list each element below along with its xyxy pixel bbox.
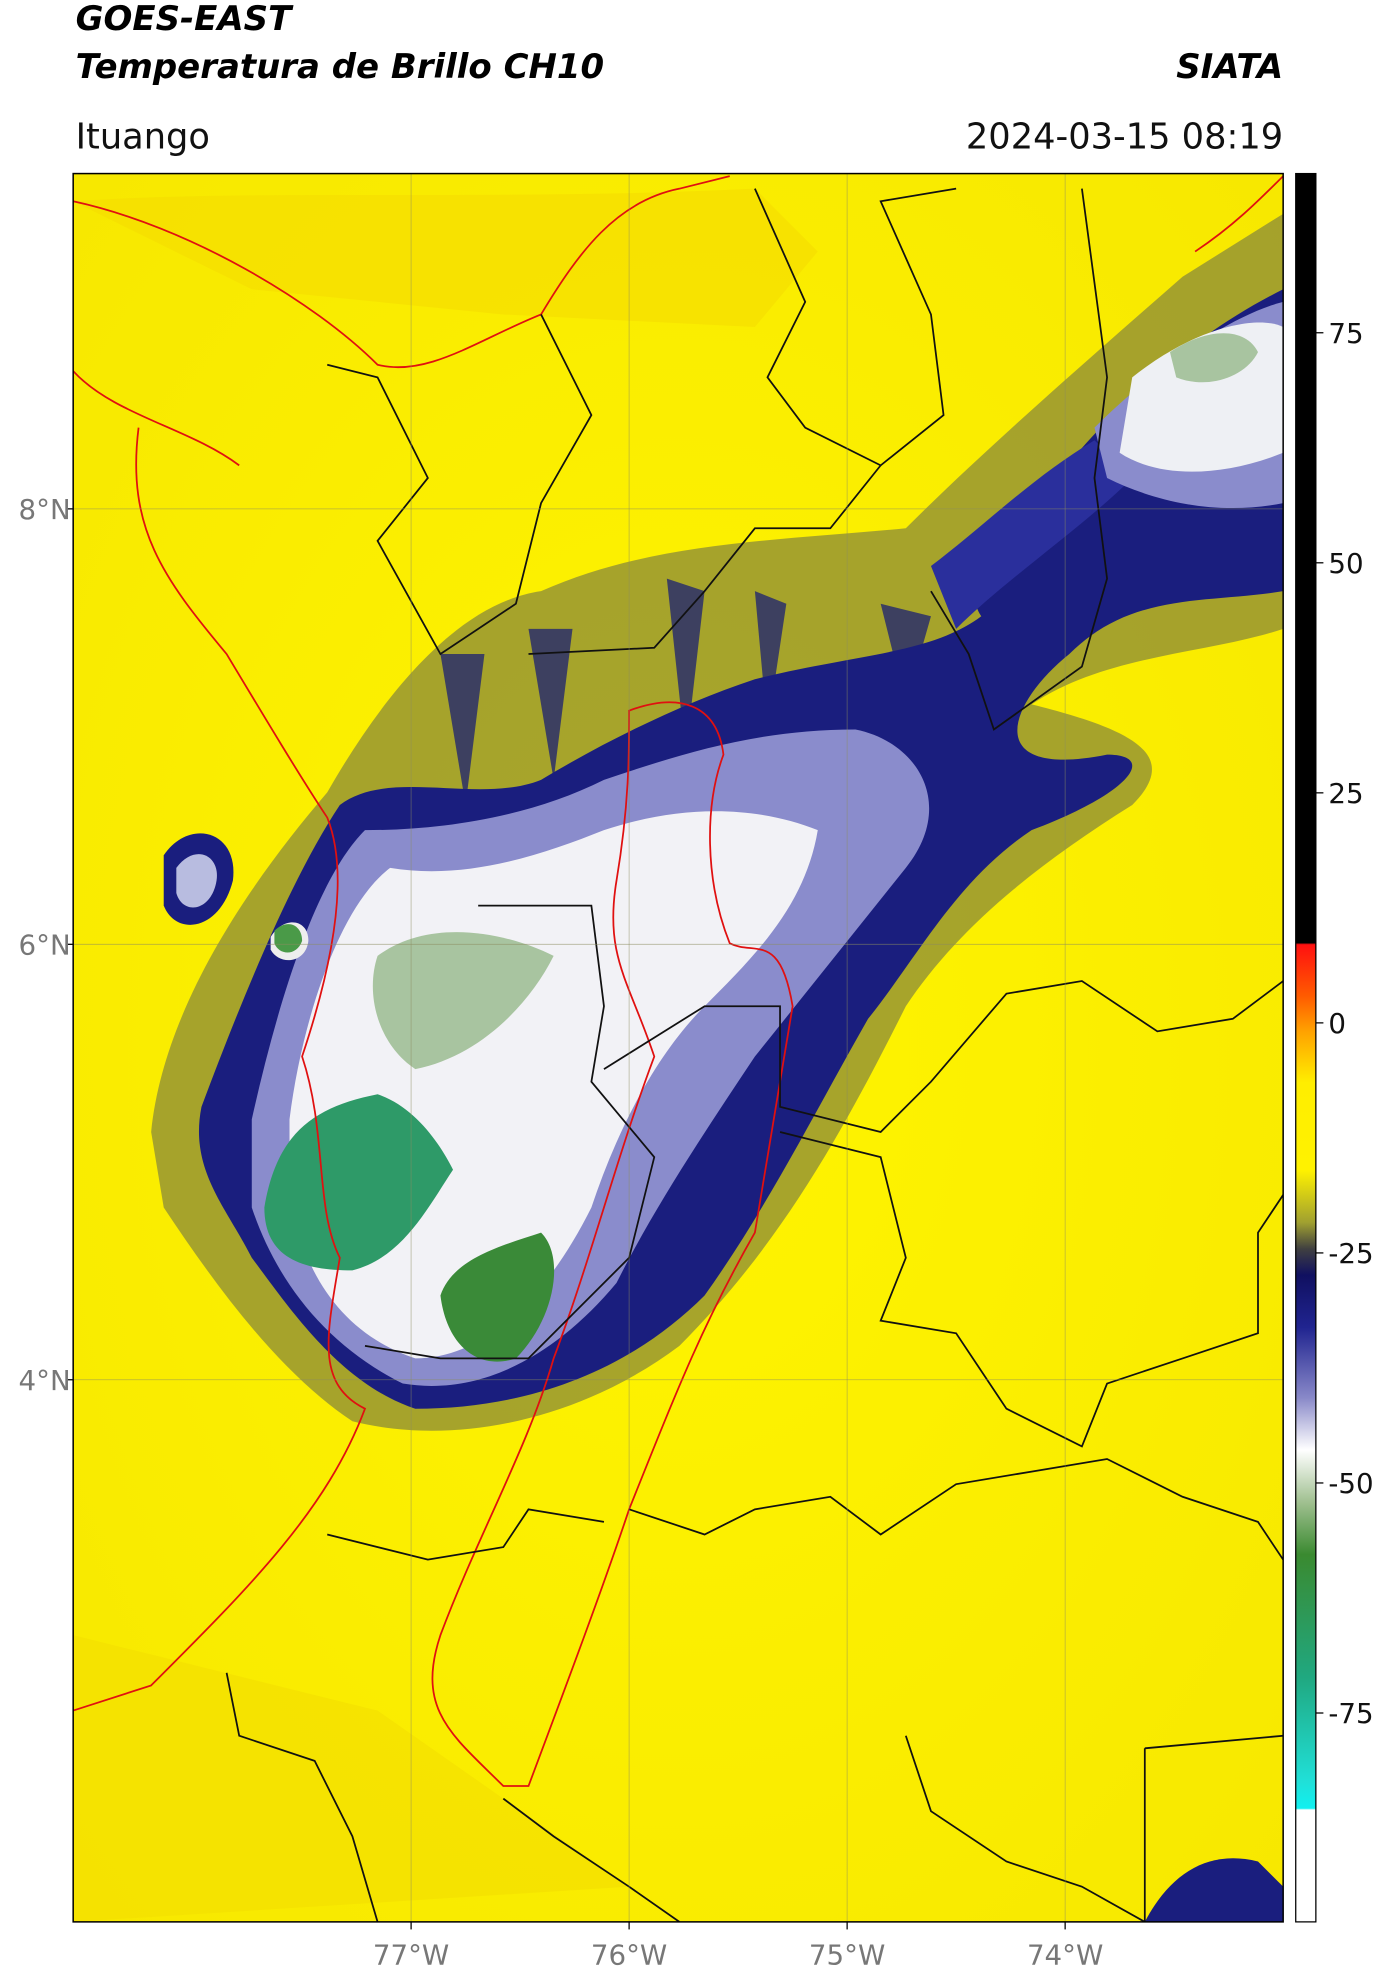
source: SIATA: [1176, 47, 1283, 87]
colorbar-label: 0: [1328, 1007, 1346, 1040]
colorbar-label: -50: [1328, 1467, 1373, 1500]
colorbar-label: 75: [1328, 317, 1363, 350]
colorbar-label: -25: [1328, 1237, 1373, 1270]
x-tick-label: 77°W: [373, 1939, 449, 1972]
y-tick-label: 6°N: [19, 928, 71, 961]
colorbar-label: 50: [1328, 547, 1363, 580]
colorbar-label: 25: [1328, 777, 1363, 810]
title: GOES-EAST: [76, 0, 294, 39]
datetime: 2024-03-15 08:19: [966, 116, 1283, 157]
map-image: [73, 173, 1284, 1922]
map-frame: [72, 172, 1284, 1923]
location: Ituango: [76, 116, 210, 157]
x-tick-label: 74°W: [1027, 1939, 1103, 1972]
colorbar-label: -75: [1328, 1697, 1373, 1730]
colorbar: [1295, 172, 1317, 1923]
y-tick-label: 4°N: [19, 1364, 71, 1397]
x-tick-label: 76°W: [591, 1939, 667, 1972]
y-tick-label: 8°N: [19, 493, 71, 526]
x-tick-label: 75°W: [809, 1939, 885, 1972]
subtitle: Temperatura de Brillo CH10: [76, 47, 604, 87]
